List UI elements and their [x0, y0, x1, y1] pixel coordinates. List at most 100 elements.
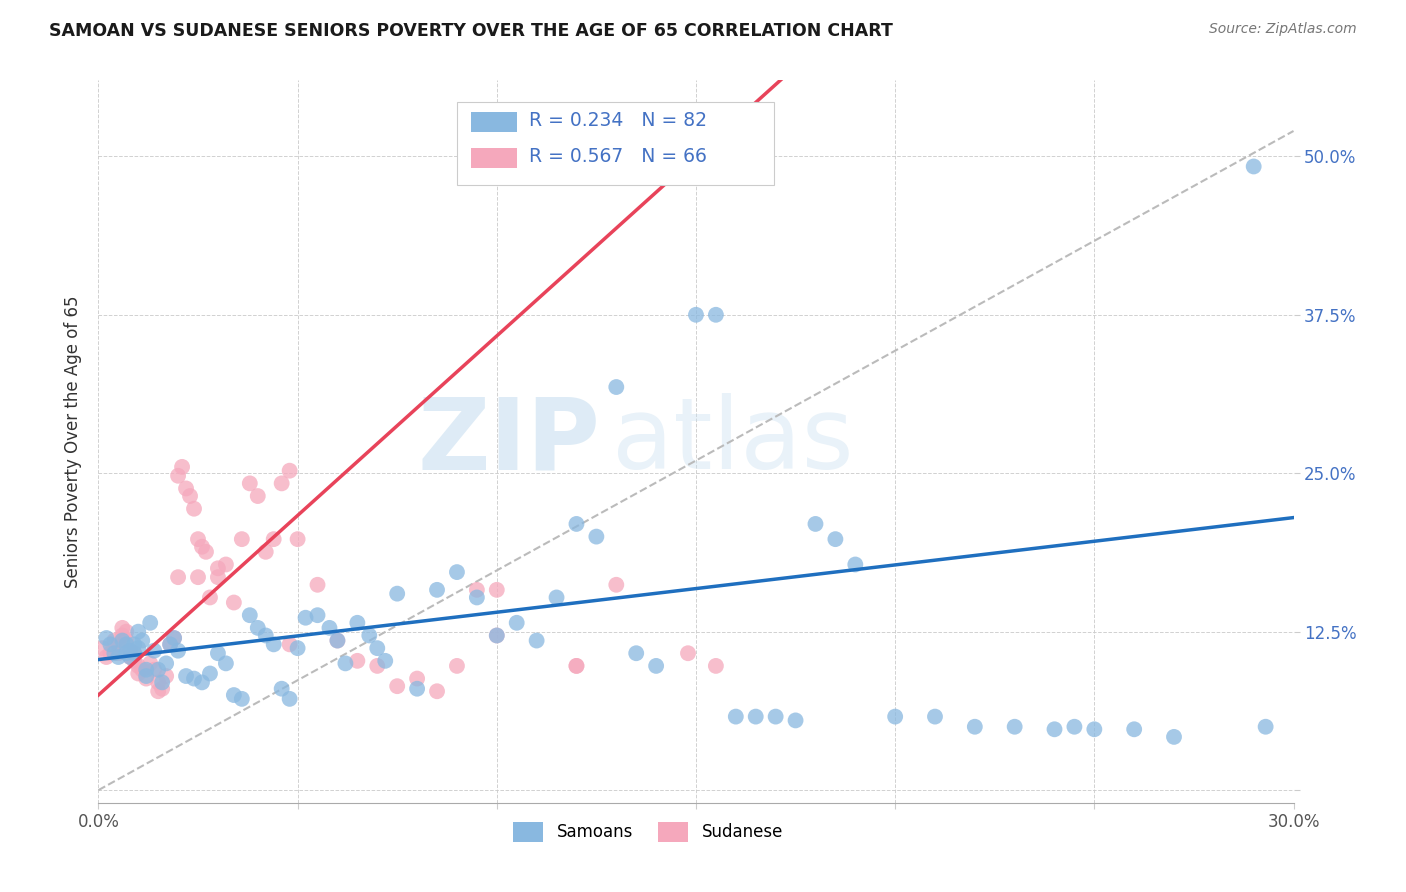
Point [111, 628, 134, 642]
Point [167, 570, 190, 584]
Point [406, 672, 429, 686]
Point [167, 468, 190, 483]
Point [335, 657, 357, 671]
Point [884, 709, 907, 723]
Point [278, 464, 301, 478]
Point [294, 611, 316, 625]
Point [924, 709, 946, 723]
Point [131, 633, 153, 648]
Point [804, 516, 827, 531]
Point [115, 633, 138, 648]
Point [485, 582, 508, 597]
Point [565, 516, 588, 531]
Point [785, 714, 807, 728]
Point [254, 628, 277, 642]
Point [1163, 730, 1185, 744]
Point [98, 637, 122, 651]
Bar [471, 112, 517, 132]
Point [326, 633, 349, 648]
Y-axis label: Seniors Poverty Over the Age of 65: Seniors Poverty Over the Age of 65 [63, 295, 82, 588]
Point [163, 631, 186, 645]
Point [131, 663, 153, 677]
Point [120, 643, 142, 657]
Point [426, 684, 449, 698]
Point [605, 578, 627, 592]
Point [465, 591, 488, 605]
Point [222, 688, 245, 702]
Point [120, 650, 142, 665]
Point [150, 681, 173, 696]
Point [191, 540, 214, 554]
Point [148, 675, 170, 690]
Point [765, 709, 787, 723]
Point [1243, 160, 1265, 174]
Point [148, 663, 170, 677]
Point [645, 659, 668, 673]
Point [222, 595, 245, 609]
Point [745, 709, 768, 723]
Point [270, 681, 292, 696]
Point [183, 501, 205, 516]
Point [385, 679, 409, 693]
Point [231, 532, 253, 546]
Point [704, 659, 727, 673]
Point [307, 608, 329, 623]
Point [155, 657, 177, 671]
Point [287, 532, 309, 546]
Point [231, 691, 253, 706]
Point [120, 643, 142, 657]
Point [406, 681, 429, 696]
Point [135, 663, 157, 677]
Point [187, 570, 209, 584]
Point [215, 657, 238, 671]
Point [159, 637, 181, 651]
Point [115, 646, 138, 660]
Point [366, 641, 388, 656]
Point [676, 646, 699, 660]
Point [1004, 720, 1026, 734]
Point [127, 666, 149, 681]
Point [963, 720, 986, 734]
Point [270, 476, 292, 491]
Point [1083, 723, 1105, 737]
Point [254, 545, 277, 559]
Point [246, 489, 269, 503]
Point [159, 637, 181, 651]
Point [163, 631, 186, 645]
Point [346, 615, 368, 630]
Point [96, 650, 118, 665]
Point [565, 659, 588, 673]
Text: atlas: atlas [613, 393, 853, 490]
Point [278, 637, 301, 651]
Point [124, 637, 146, 651]
Legend: Samoans, Sudanese: Samoans, Sudanese [506, 815, 790, 848]
Point [139, 615, 162, 630]
Text: R = 0.567   N = 66: R = 0.567 N = 66 [529, 147, 707, 167]
Point [111, 633, 134, 648]
Point [127, 624, 149, 639]
Point [111, 621, 134, 635]
Point [127, 659, 149, 673]
Point [287, 641, 309, 656]
Point [148, 684, 170, 698]
Point [174, 669, 197, 683]
Point [174, 482, 197, 496]
Point [307, 578, 329, 592]
Point [485, 628, 508, 642]
Point [120, 650, 142, 665]
Point [155, 669, 177, 683]
Point [139, 657, 162, 671]
Point [135, 672, 157, 686]
Point [385, 587, 409, 601]
Point [263, 637, 285, 651]
Point [446, 659, 468, 673]
Point [167, 643, 190, 657]
Point [359, 628, 381, 642]
Point [143, 643, 166, 657]
Text: R = 0.234   N = 82: R = 0.234 N = 82 [529, 112, 707, 130]
Point [366, 659, 388, 673]
Point [195, 545, 218, 559]
Point [124, 654, 146, 668]
Point [98, 646, 122, 660]
Point [135, 669, 157, 683]
